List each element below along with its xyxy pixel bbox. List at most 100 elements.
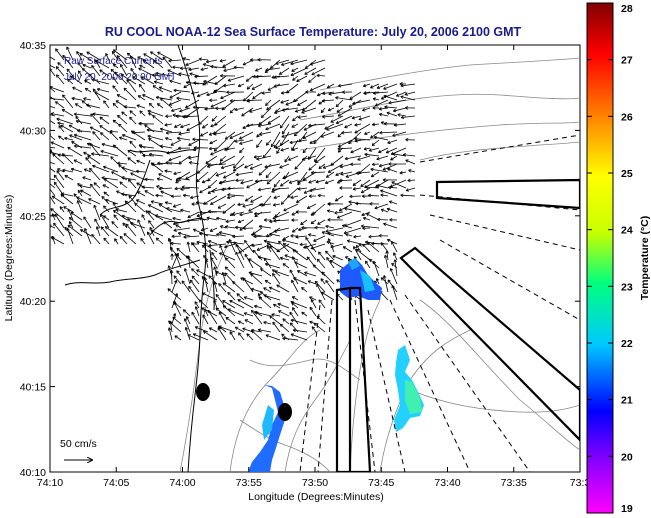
- current-vector: [182, 57, 191, 61]
- current-vector: [193, 333, 209, 341]
- current-vector: [201, 179, 205, 183]
- current-vector: [312, 264, 317, 266]
- current-vector: [186, 255, 190, 258]
- current-vector: [156, 177, 161, 179]
- current-vector: [274, 112, 278, 114]
- current-vector: [168, 155, 182, 161]
- current-vector: [254, 305, 263, 309]
- current-vector: [203, 195, 218, 205]
- current-vector: [377, 217, 381, 220]
- current-vector: [237, 202, 241, 206]
- current-vector: [203, 255, 207, 257]
- current-vector: [179, 66, 183, 69]
- current-vector: [194, 306, 197, 310]
- current-vector: [114, 238, 119, 245]
- current-vector: [112, 76, 116, 79]
- current-vector: [310, 170, 314, 174]
- current-vector: [292, 115, 299, 122]
- current-vector: [357, 155, 371, 161]
- current-vector: [200, 131, 209, 137]
- current-vector: [227, 75, 245, 82]
- current-vector: [100, 213, 110, 229]
- current-vector: [199, 189, 202, 193]
- current-vector: [105, 199, 108, 203]
- current-vector: [255, 74, 259, 78]
- current-vector: [280, 195, 290, 205]
- current-vector: [89, 142, 93, 145]
- current-vector: [390, 155, 398, 161]
- current-vector: [54, 213, 58, 216]
- current-vector: [332, 255, 335, 259]
- current-vector: [166, 207, 182, 213]
- current-vector: [118, 164, 120, 168]
- current-vector: [93, 205, 101, 221]
- current-vector: [302, 151, 307, 154]
- current-vector: [241, 113, 244, 117]
- current-vector: [173, 228, 177, 231]
- current-vector: [50, 236, 65, 245]
- current-vector: [235, 174, 239, 177]
- current-vector: [327, 231, 331, 234]
- current-vector: [203, 80, 207, 84]
- current-vector: [170, 194, 174, 197]
- current-vector: [222, 282, 236, 293]
- current-vector: [255, 179, 272, 182]
- current-vector: [159, 145, 173, 149]
- current-vector: [309, 187, 326, 192]
- current-vector: [192, 138, 196, 142]
- current-vector: [101, 142, 105, 145]
- current-vector: [261, 204, 266, 207]
- current-vector: [221, 167, 225, 170]
- current-vector: [309, 321, 312, 325]
- current-vector: [251, 310, 253, 314]
- current-vector: [227, 194, 245, 197]
- current-vector: [181, 186, 200, 189]
- current-vector: [51, 195, 54, 199]
- current-vector: [291, 124, 294, 128]
- current-vector: [180, 209, 191, 213]
- current-vector: [389, 179, 407, 188]
- current-vector: [264, 279, 272, 285]
- current-vector: [136, 160, 139, 164]
- current-vector: [92, 131, 94, 135]
- current-vector: [173, 88, 177, 91]
- current-vector: [83, 216, 92, 229]
- current-vector: [223, 171, 236, 179]
- current-vector: [372, 124, 376, 127]
- current-vector: [139, 144, 143, 147]
- current-vector: [130, 130, 146, 141]
- current-vector: [71, 141, 74, 145]
- current-vector: [392, 131, 407, 137]
- current-vector: [282, 243, 285, 247]
- current-vector: [114, 238, 118, 241]
- current-vector: [344, 207, 362, 213]
- current-vector: [376, 184, 380, 186]
- current-vector: [392, 133, 395, 137]
- current-vector: [308, 233, 312, 235]
- current-vector: [255, 68, 258, 72]
- current-vector: [301, 225, 305, 228]
- current-vector: [269, 286, 281, 293]
- current-vector: [235, 172, 239, 176]
- current-vector: [71, 97, 83, 101]
- current-vector: [344, 207, 348, 209]
- current-vector: [155, 193, 159, 196]
- current-vector: [362, 228, 366, 231]
- current-vector: [386, 250, 389, 261]
- current-vector: [191, 275, 200, 285]
- current-vector: [58, 125, 62, 128]
- current-vector: [82, 177, 85, 180]
- current-vector: [191, 242, 200, 253]
- current-vector: [185, 81, 189, 85]
- current-vector: [304, 272, 317, 277]
- current-vector: [187, 241, 191, 245]
- current-vector: [373, 260, 380, 277]
- current-vector: [185, 99, 200, 109]
- current-vector: [327, 218, 331, 221]
- current-vector: [267, 120, 270, 124]
- current-vector: [407, 178, 411, 181]
- current-vector: [251, 330, 253, 334]
- current-vector: [180, 187, 191, 190]
- current-vector: [164, 202, 168, 205]
- current-vector: [168, 102, 172, 106]
